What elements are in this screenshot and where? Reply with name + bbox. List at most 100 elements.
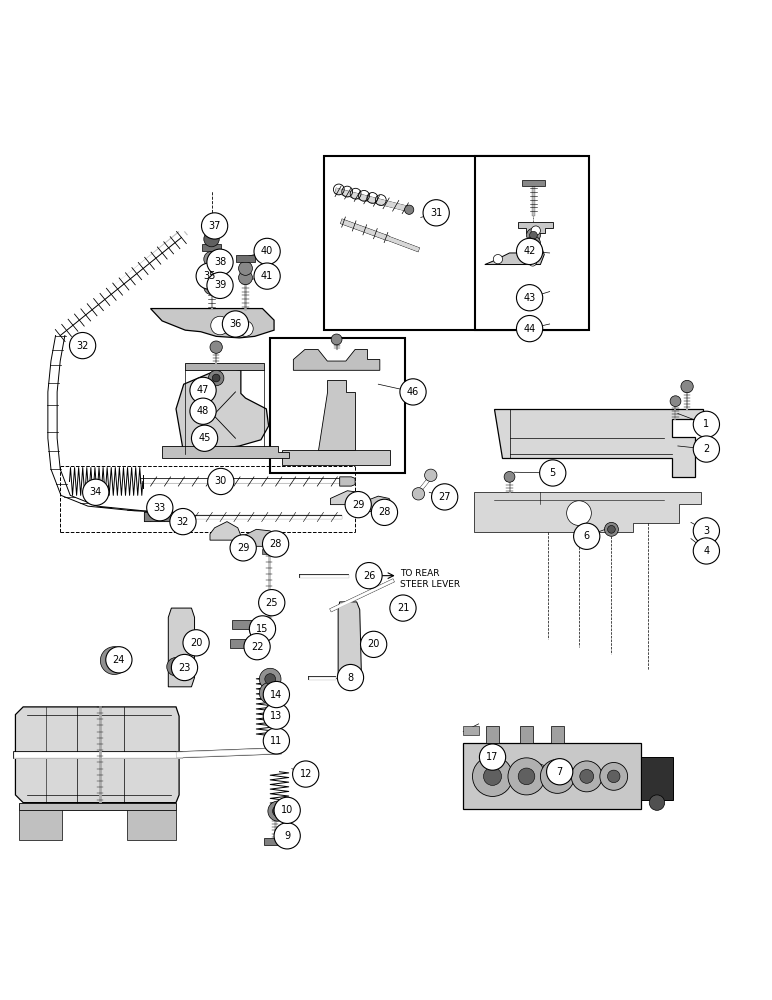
Circle shape [608,770,620,783]
Bar [324,156,579,330]
Circle shape [527,228,540,242]
Circle shape [83,479,109,505]
Circle shape [190,398,216,424]
Polygon shape [232,620,264,629]
Text: 37: 37 [208,221,221,231]
Text: 32: 32 [177,517,189,527]
Circle shape [100,647,128,674]
Circle shape [254,263,280,289]
Circle shape [529,258,537,266]
Polygon shape [358,496,394,512]
Text: 44: 44 [523,324,536,334]
Circle shape [412,488,425,500]
Polygon shape [262,625,275,630]
Polygon shape [127,810,176,840]
Circle shape [574,523,600,549]
Polygon shape [518,222,553,233]
Circle shape [204,231,219,247]
Polygon shape [293,349,380,370]
Circle shape [518,768,535,785]
Circle shape [693,538,720,564]
Polygon shape [176,367,269,454]
Circle shape [356,563,382,589]
Circle shape [483,767,502,785]
Circle shape [239,261,252,275]
Circle shape [208,255,215,263]
Text: 33: 33 [154,503,166,513]
Text: 48: 48 [197,406,209,416]
Circle shape [331,334,342,345]
Polygon shape [162,446,290,458]
Circle shape [111,657,117,664]
Polygon shape [330,491,363,505]
Text: 1: 1 [703,419,709,429]
Text: 47: 47 [197,385,209,395]
Polygon shape [19,810,62,840]
Polygon shape [338,602,361,679]
Circle shape [212,374,220,382]
Circle shape [265,674,276,685]
Circle shape [531,226,540,235]
Circle shape [567,501,591,525]
Circle shape [608,525,615,533]
Text: 24: 24 [113,655,125,665]
Text: 45: 45 [198,433,211,443]
Circle shape [479,744,506,770]
Circle shape [208,283,215,291]
Text: 21: 21 [397,603,409,613]
Text: 27: 27 [438,492,451,502]
Circle shape [423,200,449,226]
Circle shape [263,703,290,729]
Circle shape [265,688,276,698]
Bar [475,156,589,330]
Text: 3: 3 [703,526,709,536]
Polygon shape [15,707,179,803]
Circle shape [171,654,198,681]
Polygon shape [474,492,701,532]
Circle shape [580,769,594,783]
Text: 8: 8 [347,673,354,683]
Polygon shape [318,380,355,450]
Polygon shape [210,522,241,540]
Circle shape [693,411,720,437]
Bar [270,338,405,473]
Circle shape [493,255,503,264]
Circle shape [107,653,122,668]
Circle shape [345,492,371,518]
Circle shape [274,797,300,823]
Circle shape [207,249,233,275]
Circle shape [550,769,565,784]
Circle shape [204,251,219,267]
Text: 7: 7 [557,767,563,777]
Circle shape [208,263,215,270]
Circle shape [604,522,618,536]
Circle shape [670,396,681,407]
Text: 35: 35 [203,271,215,281]
Circle shape [693,436,720,462]
Circle shape [208,468,234,495]
Circle shape [547,759,573,785]
Polygon shape [522,180,545,186]
Circle shape [516,315,543,342]
Polygon shape [262,549,275,554]
Text: 30: 30 [215,476,227,486]
Circle shape [527,236,540,250]
Circle shape [649,795,665,810]
Circle shape [230,535,256,561]
Text: 12: 12 [300,769,312,779]
Polygon shape [151,309,274,338]
Circle shape [211,316,229,335]
Circle shape [516,238,543,265]
Circle shape [171,662,181,671]
Circle shape [207,272,233,299]
Polygon shape [494,409,703,477]
Circle shape [530,249,537,257]
Polygon shape [264,838,286,845]
Circle shape [571,761,602,792]
Text: 23: 23 [178,663,191,673]
Circle shape [527,246,540,260]
Circle shape [293,761,319,787]
Polygon shape [168,608,195,687]
Circle shape [106,647,132,673]
Circle shape [262,531,289,557]
